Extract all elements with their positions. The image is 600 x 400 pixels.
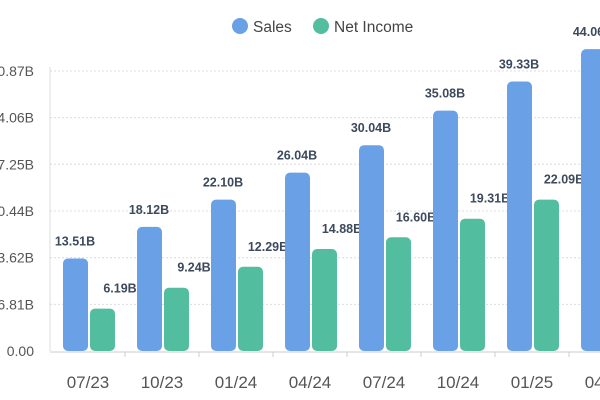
- bar-net-income: [460, 218, 485, 351]
- data-label: 39.33B: [499, 58, 539, 72]
- y-tick-label: 13.62B: [0, 250, 34, 266]
- bar-net-income: [238, 266, 263, 351]
- bar-net-income: [534, 199, 559, 351]
- data-label: 6.19B: [103, 282, 136, 296]
- x-tick-label: 10/23: [141, 373, 184, 392]
- legend-swatch-net-income: [313, 18, 329, 34]
- data-label: 22.10B: [203, 176, 243, 190]
- data-label: 13.51B: [55, 234, 95, 248]
- bar-sales: [359, 145, 384, 351]
- legend-item-net-income[interactable]: Net Income: [313, 18, 413, 36]
- legend-item-sales[interactable]: Sales: [232, 18, 292, 36]
- legend: Sales Net Income: [232, 18, 413, 36]
- x-tick-label: 04/24: [289, 373, 332, 392]
- data-label: 26.04B: [277, 149, 317, 163]
- bar-sales: [507, 81, 532, 351]
- x-tick-label: 04/25: [585, 373, 600, 392]
- bar-sales: [285, 172, 310, 351]
- x-tick-label: 07/24: [363, 373, 406, 392]
- bar-net-income: [386, 237, 411, 351]
- y-tick-label: 0.00: [7, 343, 34, 359]
- legend-label-sales: Sales: [253, 19, 292, 36]
- x-axis: 07/23 10/23 01/24 04/24 07/24 10/24 01/25 04/25: [50, 351, 600, 392]
- data-label: 19.31B: [470, 192, 510, 206]
- x-tick-label: 01/24: [215, 373, 258, 392]
- bar-sales: [581, 49, 600, 351]
- legend-label-net-income: Net Income: [334, 19, 413, 36]
- bar-sales: [63, 258, 88, 351]
- data-label: 30.04B: [351, 121, 391, 135]
- bar-sales: [433, 110, 458, 351]
- y-tick-label: 27.25B: [0, 156, 34, 172]
- bar-sales: [137, 226, 162, 351]
- data-label: 14.88B: [322, 222, 362, 236]
- bar-net-income: [90, 308, 115, 351]
- data-label: 9.24B: [177, 261, 210, 275]
- bar-sales: [211, 199, 236, 351]
- bars: 13.51B 6.19B 18.12B 9.24B 22.10B 12.29B 26.04B…: [55, 25, 600, 351]
- data-label: 44.06B: [573, 25, 600, 39]
- x-tick-label: 07/23: [67, 373, 110, 392]
- data-label: 12.29B: [248, 240, 288, 254]
- y-tick-label: 20.44B: [0, 203, 34, 219]
- data-label: 18.12B: [129, 203, 169, 217]
- y-tick-label: 6.81B: [0, 296, 34, 312]
- y-tick-label: 34.06B: [0, 110, 34, 126]
- y-tick-label: 40.87B: [0, 63, 34, 79]
- bar-net-income: [164, 287, 189, 351]
- data-label: 16.60B: [396, 210, 436, 224]
- bar-net-income: [312, 249, 337, 351]
- x-tick-label: 10/24: [437, 373, 480, 392]
- x-tick-label: 01/25: [511, 373, 554, 392]
- data-label: 35.08B: [425, 87, 465, 101]
- data-label: 22.09B: [544, 173, 584, 187]
- y-axis: 0.00 6.81B 13.62B 20.44B 27.25B 34.06B 40.87B: [0, 63, 51, 359]
- legend-swatch-sales: [232, 18, 248, 34]
